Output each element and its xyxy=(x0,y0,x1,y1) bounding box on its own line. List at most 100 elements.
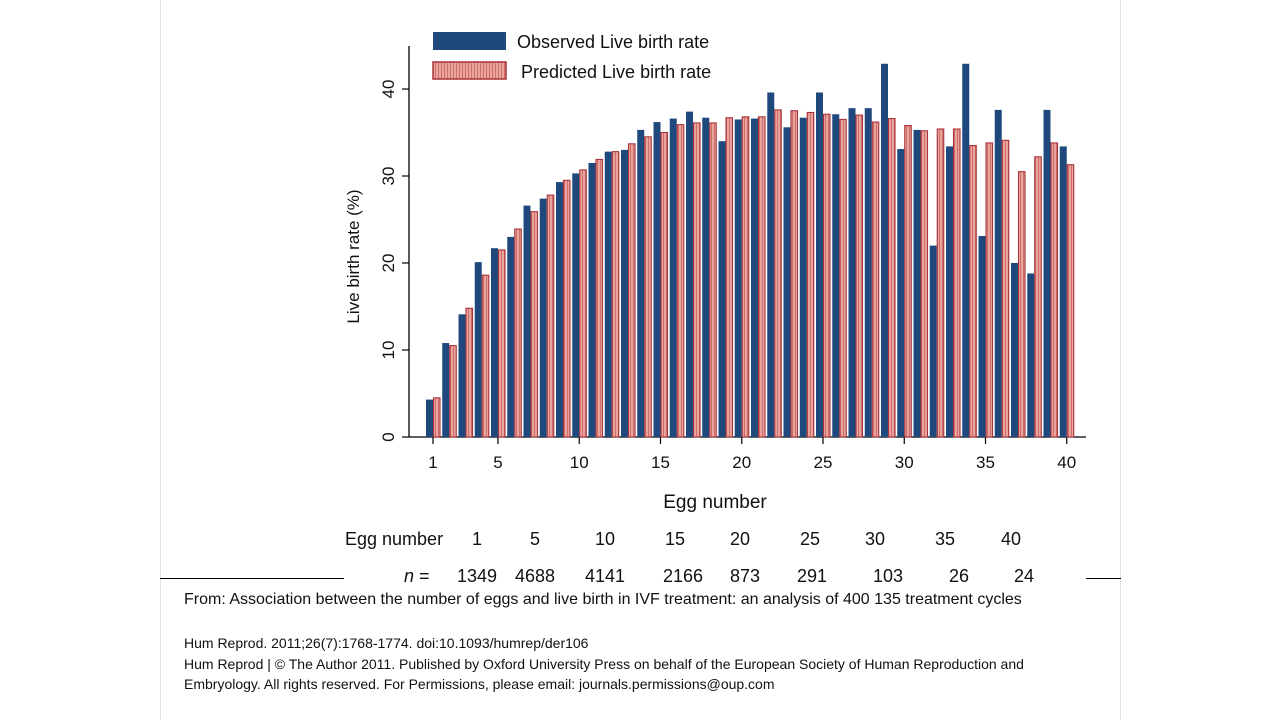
predicted-bar xyxy=(952,128,961,438)
caption-copyright: Hum Reprod | © The Author 2011. Publishe… xyxy=(184,656,1024,692)
observed-bar xyxy=(783,127,791,437)
legend-swatch-observed xyxy=(433,32,506,50)
observed-bar xyxy=(621,149,628,437)
n-table-egg: 1 xyxy=(472,529,482,549)
y-axis-title: Live birth rate (%) xyxy=(344,189,363,323)
n-table-count: 291 xyxy=(797,566,827,586)
divider-right xyxy=(1086,578,1121,579)
observed-bar xyxy=(588,162,596,437)
bars xyxy=(426,63,1075,438)
predicted-bar xyxy=(725,117,734,438)
observed-bar xyxy=(1027,273,1035,437)
observed-bar xyxy=(523,205,531,437)
observed-bar xyxy=(799,117,807,438)
predicted-bar xyxy=(871,121,880,438)
predicted-bar xyxy=(709,122,717,438)
x-tick-label: 25 xyxy=(814,453,833,472)
divider-left xyxy=(160,578,344,579)
observed-bar xyxy=(978,236,986,437)
predicted-bar xyxy=(887,118,896,438)
predicted-bar xyxy=(1017,171,1026,438)
n-table-egg: 10 xyxy=(595,529,615,549)
observed-bar xyxy=(816,92,823,437)
predicted-bar xyxy=(692,122,701,438)
n-table-count: 103 xyxy=(873,566,903,586)
observed-bar xyxy=(702,117,710,438)
predicted-bar xyxy=(936,128,945,438)
y-tick-label: 0 xyxy=(379,432,398,441)
observed-bar xyxy=(994,109,1002,437)
x-tick-label: 5 xyxy=(493,453,502,472)
predicted-bar xyxy=(1050,142,1059,438)
n-table-row-label-n: n = xyxy=(404,566,430,586)
n-table-egg: 35 xyxy=(935,529,955,549)
observed-bar xyxy=(946,146,953,438)
predicted-bar xyxy=(741,116,750,438)
observed-bar xyxy=(653,122,661,437)
x-tick-label: 35 xyxy=(976,453,995,472)
observed-bar xyxy=(426,399,433,437)
x-tick-label: 10 xyxy=(570,453,589,472)
y-tick-label: 20 xyxy=(379,254,398,273)
predicted-bar xyxy=(1066,164,1075,438)
predicted-bar xyxy=(660,131,669,438)
predicted-bar xyxy=(465,307,474,438)
n-symbol: n xyxy=(404,566,414,586)
observed-bar xyxy=(686,111,693,438)
predicted-bar xyxy=(1034,156,1042,438)
observed-bar xyxy=(458,314,466,437)
x-tick-label: 1 xyxy=(428,453,437,472)
observed-bar xyxy=(572,173,580,437)
predicted-bar xyxy=(449,345,457,438)
observed-bar xyxy=(897,149,905,437)
legend-label-observed: Observed Live birth rate xyxy=(517,32,709,52)
observed-bar xyxy=(539,198,547,437)
observed-bar xyxy=(474,262,482,437)
predicted-bar xyxy=(546,194,555,438)
predicted-bar xyxy=(822,113,831,438)
observed-bar xyxy=(718,141,726,437)
observed-bar xyxy=(604,151,612,437)
n-table-count: 4688 xyxy=(515,566,555,586)
observed-bar xyxy=(556,182,563,437)
x-axis-title: Egg number xyxy=(663,492,767,513)
y-tick-label: 40 xyxy=(379,80,398,99)
observed-bar xyxy=(442,343,450,437)
n-table-egg: 30 xyxy=(865,529,885,549)
predicted-bar xyxy=(579,169,587,438)
predicted-bar xyxy=(839,118,847,438)
y-tick-label: 10 xyxy=(379,341,398,360)
observed-bar xyxy=(864,108,872,437)
observed-bar xyxy=(734,119,742,437)
predicted-bar xyxy=(920,130,929,438)
predicted-bar xyxy=(530,211,539,438)
predicted-bar xyxy=(985,142,994,438)
observed-bar xyxy=(962,63,970,438)
legend-swatch-predicted xyxy=(432,61,507,80)
predicted-bar xyxy=(497,249,506,438)
predicted-bar xyxy=(432,397,441,438)
predicted-bar xyxy=(774,109,782,438)
n-table-count: 873 xyxy=(730,566,760,586)
observed-bar xyxy=(637,129,645,437)
n-table-count: 26 xyxy=(949,566,969,586)
caption-title: From: Association between the number of … xyxy=(184,591,1022,608)
observed-bar xyxy=(832,114,840,437)
observed-bar xyxy=(669,118,677,437)
n-table: Egg number 1 5 10 15 20 25 30 35 40n = 1349 4688 414… xyxy=(345,529,1034,586)
observed-bar xyxy=(491,248,498,437)
predicted-bar xyxy=(790,110,799,438)
x-tick-label: 20 xyxy=(732,453,751,472)
observed-bar xyxy=(1011,263,1018,437)
predicted-bar xyxy=(595,158,604,438)
predicted-bar xyxy=(676,124,685,438)
observed-bar xyxy=(1059,146,1067,438)
observed-bar xyxy=(1043,109,1051,437)
predicted-bar xyxy=(611,151,620,438)
n-table-egg: 15 xyxy=(665,529,685,549)
predicted-bar xyxy=(514,228,522,438)
observed-bar xyxy=(848,108,856,437)
n-table-egg: 5 xyxy=(530,529,540,549)
predicted-bar xyxy=(1001,139,1010,438)
